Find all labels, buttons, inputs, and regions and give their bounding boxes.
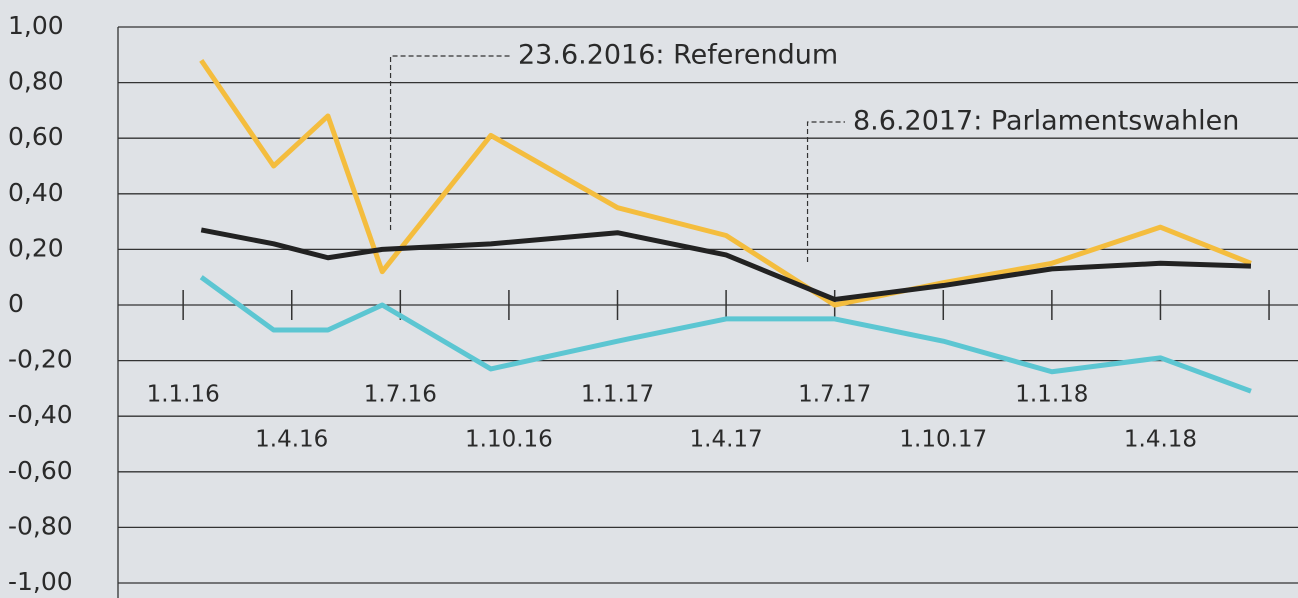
annotation-leader [389, 55, 510, 230]
y-tick-label: 0,80 [8, 67, 64, 96]
x-tick-label: 1.10.17 [899, 427, 987, 453]
x-tick-label: 1.4.17 [690, 427, 763, 453]
y-tick-label: 0,20 [8, 233, 64, 262]
x-tick-label: 1.10.16 [465, 427, 553, 453]
annotation: 8.6.2017: Parlamentswahlen [853, 106, 1239, 137]
y-tick-label: 0,60 [8, 122, 64, 151]
annotation: 23.6.2016: Referendum [518, 40, 838, 71]
y-tick-label: -0,80 [8, 511, 73, 540]
x-tick-label: 1.4.18 [1124, 427, 1197, 453]
x-tick-label: 1.1.17 [581, 382, 654, 408]
series-line [200, 227, 1252, 302]
x-tick-label: 1.1.16 [147, 382, 220, 408]
x-tick-label: 1.4.16 [255, 427, 328, 453]
y-tick-label: 0 [8, 289, 24, 318]
y-tick-label: 0,40 [8, 178, 64, 207]
series-line [199, 275, 1252, 394]
y-tick-label: 1,00 [8, 11, 64, 40]
x-tick-label: 1.7.17 [798, 382, 871, 408]
x-tick-label: 1.7.16 [364, 382, 437, 408]
y-tick-label: -0,60 [8, 456, 73, 485]
series-line [199, 58, 1252, 308]
y-tick-label: -0,40 [8, 400, 73, 429]
y-tick-label: -0,20 [8, 345, 73, 374]
y-tick-label: -1,00 [8, 567, 73, 596]
annotation-leader [806, 121, 845, 262]
x-tick-label: 1.1.18 [1015, 382, 1088, 408]
